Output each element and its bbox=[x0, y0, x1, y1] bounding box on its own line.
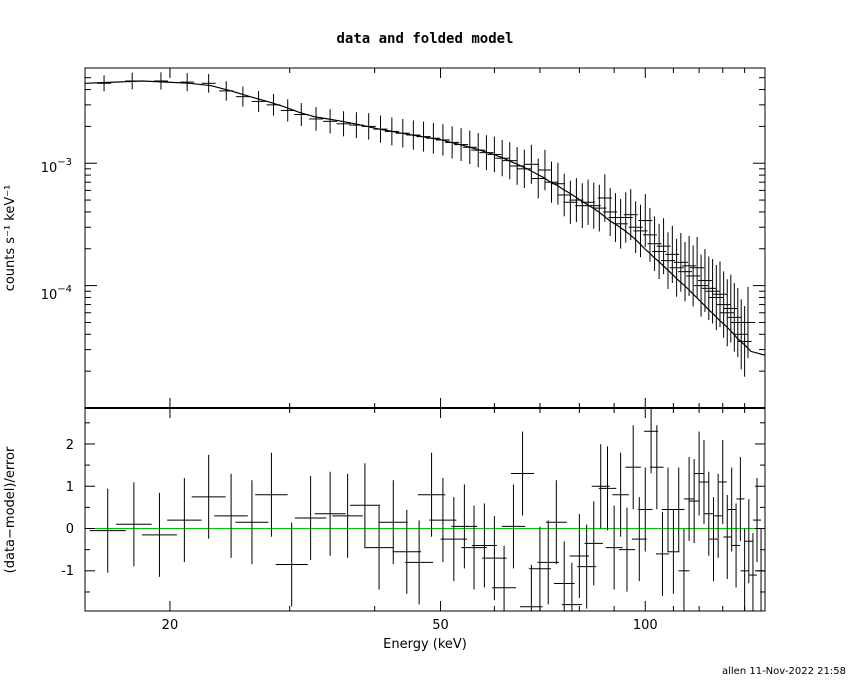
top-y-tick-labels: 10−3 10−4 bbox=[41, 157, 72, 303]
footer-timestamp: allen 11-Nov-2022 21:58 bbox=[722, 666, 846, 677]
x-tick-label-50: 50 bbox=[432, 618, 449, 633]
x-tick-labels: 20 50 100 bbox=[162, 618, 658, 633]
top-panel: 10−3 10−4 counts s⁻¹ keV⁻¹ bbox=[3, 67, 766, 409]
y-tick-label-0: 0 bbox=[66, 522, 74, 537]
y-tick-label-2: 2 bbox=[66, 438, 74, 453]
model-line bbox=[84, 80, 766, 356]
bottom-plot-marks bbox=[85, 408, 765, 611]
bottom-panel: 2 1 0 -1 (data−model)/error 20 50 100 En… bbox=[3, 407, 766, 652]
y-tick-label-1e-3: 10−3 bbox=[41, 157, 72, 176]
x-tick-label-100: 100 bbox=[633, 618, 658, 633]
chart-title: data and folded model bbox=[336, 31, 513, 47]
bottom-y-axis-label: (data−model)/error bbox=[3, 446, 18, 573]
x-tick-label-20: 20 bbox=[162, 618, 179, 633]
y-tick-label-minus-1: -1 bbox=[61, 564, 74, 579]
y-tick-label-1e-4: 10−4 bbox=[41, 284, 72, 303]
bottom-axis-ticks bbox=[85, 408, 766, 611]
top-plot-frame bbox=[84, 67, 766, 409]
x-axis-label: Energy (keV) bbox=[383, 637, 467, 652]
top-plot-marks bbox=[84, 72, 766, 377]
y-tick-label-1: 1 bbox=[66, 480, 74, 495]
top-axis-ticks bbox=[85, 67, 766, 409]
bottom-y-tick-labels: 2 1 0 -1 bbox=[61, 438, 74, 579]
top-y-axis-label: counts s⁻¹ keV⁻¹ bbox=[3, 185, 18, 292]
